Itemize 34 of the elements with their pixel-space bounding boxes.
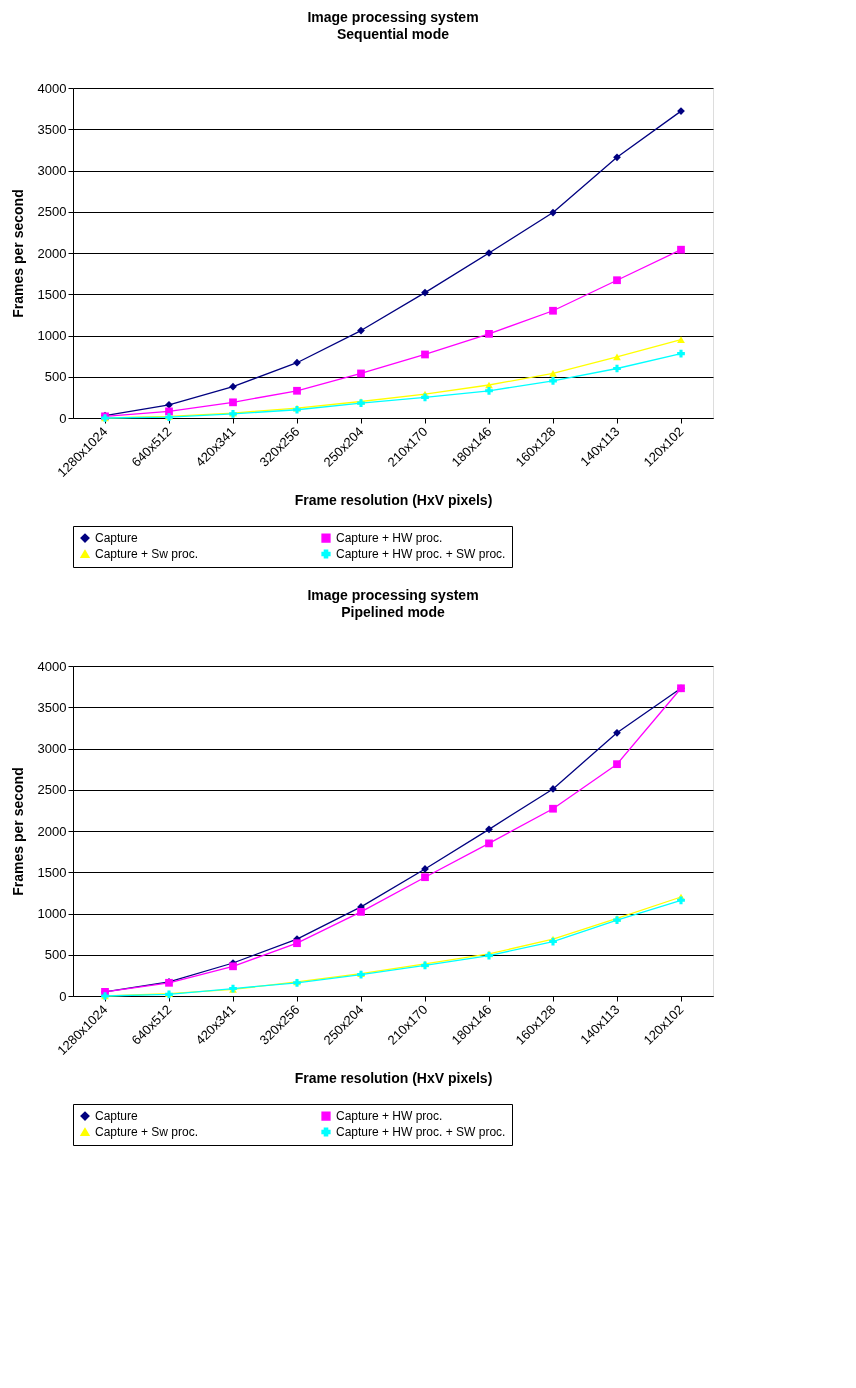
y-tick-label: 500: [44, 947, 67, 963]
legend-label: Capture: [95, 1109, 139, 1124]
y-tick-label: 2500: [37, 204, 67, 220]
legend-label: Capture + HW proc.: [336, 1109, 443, 1124]
legend-label: Capture + HW proc.: [336, 531, 443, 546]
y-tick-label: 2000: [37, 245, 67, 261]
legend-label: Capture + Sw proc.: [95, 1125, 199, 1139]
chart-subtitle: Sequential mode: [336, 26, 450, 42]
chart-subtitle: Pipelined mode: [341, 604, 445, 620]
y-tick-label: 1500: [37, 864, 67, 880]
y-axis-title: Frames per second: [9, 767, 26, 896]
x-axis-title: Frame resolution (HxV pixels): [294, 491, 493, 508]
y-tick-label: 1000: [37, 906, 67, 921]
y-axis-title: Frames per second: [9, 189, 26, 318]
y-tick-label: 3000: [37, 741, 67, 756]
y-tick-label: 2500: [37, 782, 67, 798]
y-tick-label: 1000: [37, 328, 67, 343]
chart-title: Image processing system: [307, 587, 479, 603]
y-tick-label: 0: [59, 988, 67, 1004]
y-tick-label: 0: [59, 410, 67, 426]
y-tick-label: 2000: [37, 823, 67, 839]
y-tick-label: 500: [44, 369, 67, 385]
y-tick-label: 3500: [37, 699, 67, 715]
y-tick-label: 1500: [37, 286, 67, 302]
y-tick-label: 3000: [37, 163, 67, 178]
y-tick-label: 4000: [37, 658, 67, 674]
x-axis-title: Frame resolution (HxV pixels): [294, 1069, 493, 1086]
legend-label: Capture + Sw proc.: [95, 547, 199, 561]
y-tick-label: 4000: [37, 80, 67, 96]
legend-label: Capture + HW proc. + SW proc.: [336, 547, 506, 561]
legend-label: Capture: [95, 531, 139, 546]
legend-label: Capture + HW proc. + SW proc.: [336, 1125, 506, 1139]
chart-title: Image processing system: [307, 9, 479, 25]
y-tick-label: 3500: [37, 121, 67, 137]
